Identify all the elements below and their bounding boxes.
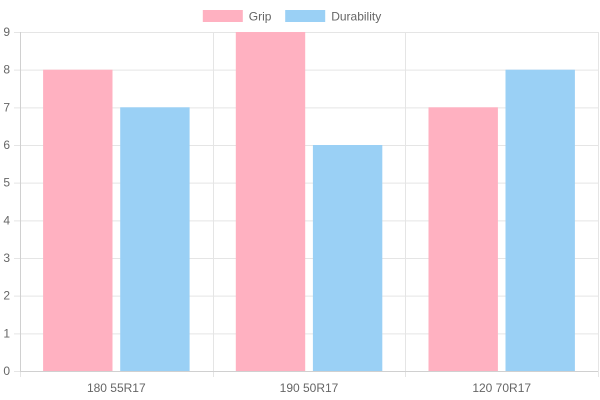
x-tick-label: 180 55R17 (87, 381, 146, 395)
bar-durability (312, 145, 383, 371)
y-tick-label: 5 (3, 176, 10, 190)
y-axis-ticks: 0 1 2 3 4 5 6 7 8 9 (3, 25, 10, 378)
legend-label: Durability (331, 10, 381, 24)
bar-grip (43, 69, 113, 371)
legend-item: Durability (285, 10, 381, 24)
x-tick-label: 120 70R17 (472, 381, 531, 395)
y-tick-label: 8 (3, 63, 10, 77)
axes (20, 32, 598, 372)
legend-item: Grip (202, 10, 272, 24)
y-tick-label: 3 (3, 251, 10, 265)
x-tick-label: 190 50R17 (280, 381, 339, 395)
y-tick-label: 2 (3, 289, 10, 303)
legend-swatch (285, 10, 326, 22)
bars (43, 32, 575, 372)
y-tick-label: 7 (3, 100, 10, 114)
y-tick-label: 1 (3, 326, 10, 340)
bar-grip (235, 32, 306, 371)
y-tick-label: 9 (3, 25, 10, 39)
y-tick-label: 6 (3, 138, 10, 152)
legend-label: Grip (249, 10, 272, 24)
bar-grip (428, 107, 498, 372)
x-axis-ticks: 180 55R17 190 50R17 120 70R17 (87, 381, 531, 395)
legend-swatch (202, 10, 243, 22)
bar-durability (505, 69, 575, 371)
legend: Grip Durability (202, 10, 381, 24)
y-tick-label: 4 (3, 213, 10, 227)
bar-durability (120, 107, 190, 372)
y-tick-label: 0 (3, 364, 10, 378)
